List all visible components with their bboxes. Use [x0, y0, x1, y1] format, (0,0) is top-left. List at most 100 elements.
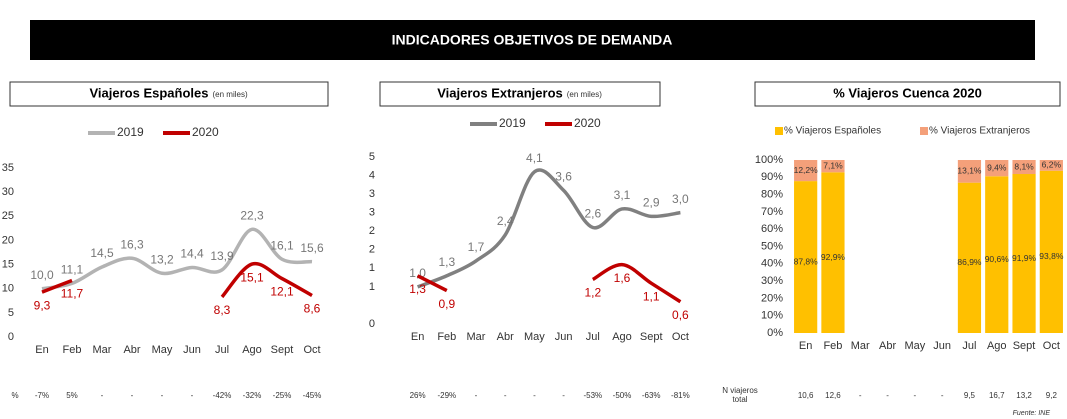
x-tick-label: Sept [271, 344, 294, 356]
data-label: 1,7 [468, 240, 485, 254]
y-tick-label: 35 [2, 162, 14, 174]
row-value: -42% [213, 391, 232, 400]
legend-label: % Viajeros Extranjeros [929, 126, 1030, 137]
data-label: 15,6 [300, 241, 324, 255]
legend-label: 2020 [574, 116, 601, 130]
data-label: 3,6 [555, 170, 572, 184]
title-box [379, 81, 661, 107]
data-label: 22,3 [240, 208, 264, 222]
data-label: 2,6 [584, 207, 601, 221]
row-label: N viajeros [722, 386, 758, 395]
y-tick-label: 0% [767, 327, 783, 339]
row-value: 16,7 [989, 391, 1005, 400]
x-tick-label: Mar [93, 344, 112, 356]
row-value: 10,6 [798, 391, 814, 400]
data-label: 9,4% [987, 162, 1007, 172]
row-value: -25% [273, 391, 292, 400]
data-label: 93,8% [1039, 251, 1064, 261]
series-line [41, 278, 73, 294]
data-label: 3,1 [614, 188, 631, 202]
row-value: -32% [243, 391, 262, 400]
y-tick-label: 5 [8, 307, 14, 319]
row-value: - [886, 391, 889, 400]
chart-title: Viajeros Extranjeros [437, 85, 563, 100]
data-label: 0,9 [438, 297, 455, 311]
y-tick-label: 100% [755, 154, 783, 166]
data-label: 11,1 [61, 263, 84, 277]
x-tick-label: Ago [612, 331, 632, 343]
row-value: - [161, 391, 164, 400]
y-tick-label: 1 [369, 262, 375, 274]
x-tick-label: May [524, 331, 545, 343]
x-tick-label: Jun [933, 340, 951, 352]
data-label: 1,3 [438, 255, 455, 269]
data-label: 16,3 [120, 237, 144, 251]
y-tick-label: 70% [761, 206, 783, 218]
header-bar [30, 20, 1035, 60]
x-tick-label: En [411, 331, 424, 343]
x-tick-label: Abr [123, 344, 140, 356]
bar-segment [821, 160, 845, 173]
bar-segment [794, 181, 818, 333]
y-tick-label: 3 [369, 207, 375, 219]
row-value: - [475, 391, 478, 400]
data-label: 91,9% [1012, 253, 1037, 263]
x-tick-label: May [152, 344, 173, 356]
y-tick-label: 3 [369, 188, 375, 200]
series-line [591, 262, 682, 304]
x-tick-label: Abr [497, 331, 514, 343]
row-value: -63% [642, 391, 661, 400]
data-label: 15,1 [240, 270, 264, 284]
data-label: 16,1 [270, 238, 294, 252]
data-label: 2,4 [497, 214, 514, 228]
x-tick-label: En [35, 344, 48, 356]
y-tick-label: 30 [2, 186, 14, 198]
data-label: 4,1 [526, 151, 543, 165]
x-tick-label: Sept [1013, 340, 1036, 352]
y-tick-label: 1 [369, 281, 375, 293]
y-tick-label: 90% [761, 171, 783, 183]
y-tick-label: 80% [761, 189, 783, 201]
bar-segment [1039, 170, 1063, 333]
bar-segment [957, 182, 982, 333]
series-line [416, 168, 681, 289]
data-label: 7,1% [823, 160, 843, 170]
row-value: -50% [613, 391, 632, 400]
row-value: - [562, 391, 565, 400]
y-tick-label: 40% [761, 258, 783, 270]
data-label: 1,2 [584, 286, 601, 300]
data-label: 87,8% [794, 256, 819, 266]
data-label: 0,6 [672, 308, 689, 322]
bar-segment [985, 176, 1009, 333]
x-tick-label: En [799, 340, 812, 352]
row-value: -29% [437, 391, 456, 400]
source: Fuente: INE [1013, 410, 1051, 417]
row-value: -53% [583, 391, 602, 400]
legend-label: 2020 [192, 125, 219, 139]
x-tick-label: May [904, 340, 925, 352]
x-tick-label: Sept [640, 331, 663, 343]
row-value: - [914, 391, 917, 400]
bar-segment [957, 160, 982, 183]
y-tick-label: 20 [2, 234, 14, 246]
data-label: 13,1% [957, 166, 982, 176]
data-label: 1,3 [409, 282, 426, 296]
x-tick-label: Ago [987, 340, 1007, 352]
data-label: 12,2% [794, 165, 819, 175]
chart-title: Viajeros Españoles [90, 85, 209, 100]
legend-label: 2019 [117, 125, 144, 139]
y-tick-label: 60% [761, 223, 783, 235]
row-value: - [504, 391, 507, 400]
legend-label: 2019 [499, 116, 526, 130]
data-label: 92,9% [821, 252, 846, 262]
data-label: 8,3 [214, 303, 231, 317]
y-tick-label: 2 [369, 225, 375, 237]
data-label: 8,6 [304, 302, 321, 316]
y-tick-label: 0 [369, 318, 375, 330]
row-value: -81% [671, 391, 690, 400]
data-label: 86,9% [957, 257, 982, 267]
row-value: - [941, 391, 944, 400]
data-label: 2,9 [643, 196, 660, 210]
bar-segment [821, 172, 845, 333]
x-tick-label: Mar [851, 340, 870, 352]
